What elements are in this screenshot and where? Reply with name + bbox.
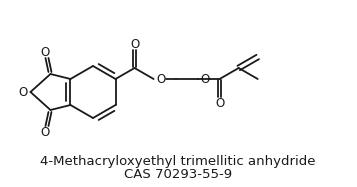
Text: 4-Methacryloxyethyl trimellitic anhydride: 4-Methacryloxyethyl trimellitic anhydrid… (40, 154, 316, 168)
Text: O: O (19, 85, 28, 99)
Text: O: O (41, 45, 50, 59)
Text: O: O (215, 96, 224, 110)
Text: O: O (130, 38, 139, 50)
Text: O: O (200, 73, 209, 85)
Text: CAS 70293-55-9: CAS 70293-55-9 (124, 168, 232, 180)
Text: O: O (156, 73, 165, 85)
Text: O: O (41, 125, 50, 139)
